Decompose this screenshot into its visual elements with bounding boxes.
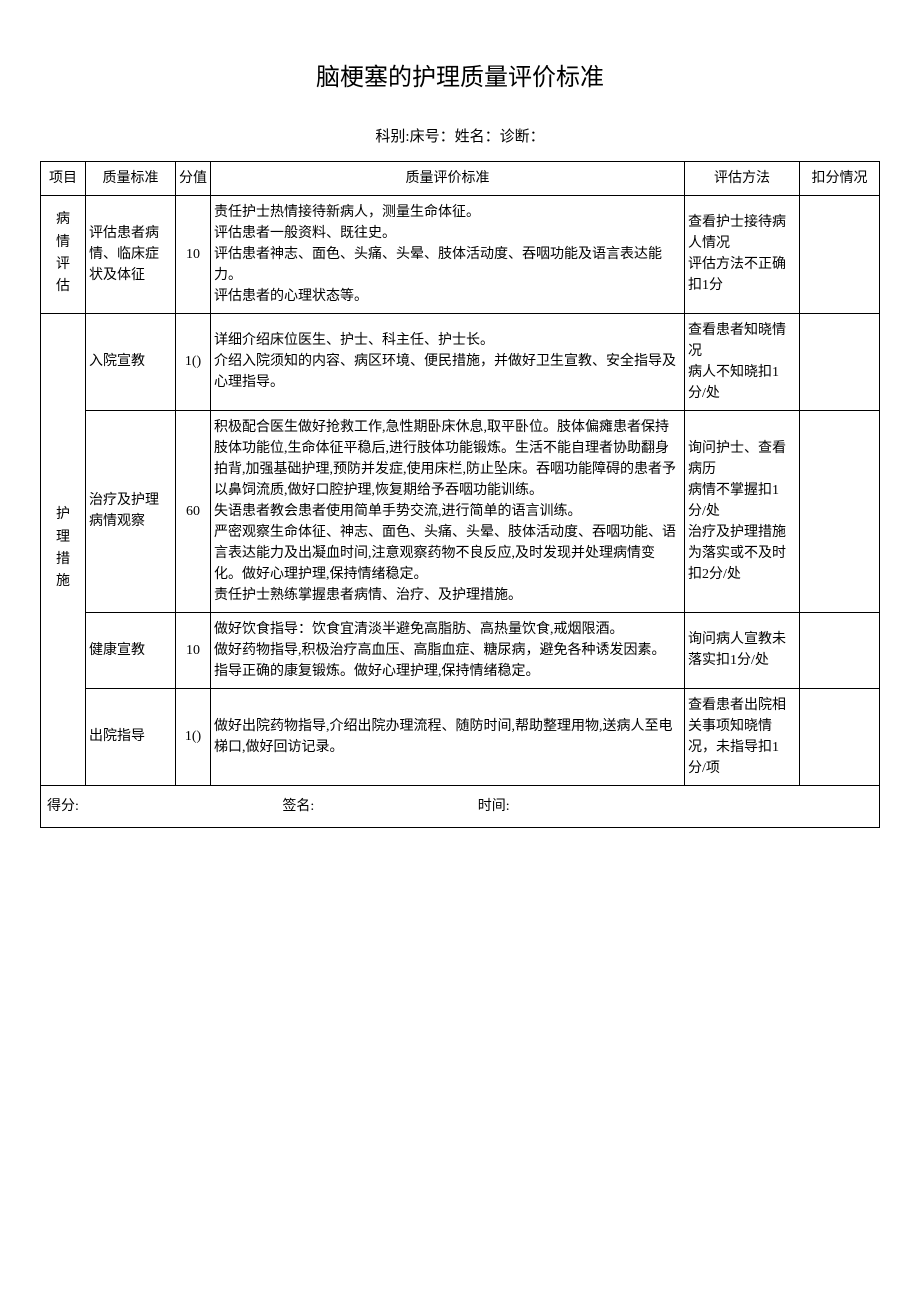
table-header-row: 项目 质量标准 分值 质量评价标准 评估方法 扣分情况 bbox=[41, 161, 880, 195]
score-cell: 1() bbox=[176, 688, 211, 785]
standard-cell: 评估患者病情、临床症状及体征 bbox=[86, 195, 176, 313]
deduction-cell bbox=[800, 313, 880, 410]
criteria-cell: 详细介绍床位医生、护士、科主任、护士长。介绍入院须知的内容、病区环境、便民措施，… bbox=[211, 313, 685, 410]
category-cell: 病情评估 bbox=[41, 195, 86, 313]
evaluation-table: 项目 质量标准 分值 质量评价标准 评估方法 扣分情况 病情评估 评估患者病情、… bbox=[40, 161, 880, 828]
table-row: 出院指导 1() 做好出院药物指导,介绍出院办理流程、随防时间,帮助整理用物,送… bbox=[41, 688, 880, 785]
footer-cell: 得分: 签名: 时间: bbox=[41, 785, 880, 827]
score-label: 得分: bbox=[47, 796, 79, 817]
standard-cell: 出院指导 bbox=[86, 688, 176, 785]
criteria-cell: 积极配合医生做好抢救工作,急性期卧床休息,取平卧位。肢体偏瘫患者保持肢体功能位,… bbox=[211, 410, 685, 612]
score-cell: 10 bbox=[176, 612, 211, 688]
standard-cell: 治疗及护理病情观察 bbox=[86, 410, 176, 612]
category-cell: 护理措施 bbox=[41, 313, 86, 785]
method-cell: 询问护士、查看病历病情不掌握扣1分/处治疗及护理措施为落实或不及时扣2分/处 bbox=[685, 410, 800, 612]
footer-row: 得分: 签名: 时间: bbox=[41, 785, 880, 827]
method-cell: 查看患者出院相关事项知晓情况，未指导扣1分/项 bbox=[685, 688, 800, 785]
score-cell: 10 bbox=[176, 195, 211, 313]
deduction-cell bbox=[800, 195, 880, 313]
criteria-cell: 做好饮食指导：饮食宜清淡半避免高脂肪、高热量饮食,戒烟限酒。做好药物指导,积极治… bbox=[211, 612, 685, 688]
deduction-cell bbox=[800, 410, 880, 612]
score-cell: 60 bbox=[176, 410, 211, 612]
standard-cell: 入院宣教 bbox=[86, 313, 176, 410]
standard-cell: 健康宣教 bbox=[86, 612, 176, 688]
criteria-cell: 责任护士热情接待新病人，测量生命体征。评估患者一般资料、既往史。评估患者神志、面… bbox=[211, 195, 685, 313]
deduction-cell bbox=[800, 688, 880, 785]
method-cell: 查看患者知晓情况病人不知晓扣1分/处 bbox=[685, 313, 800, 410]
method-cell: 查看护士接待病人情况评估方法不正确扣1分 bbox=[685, 195, 800, 313]
time-label: 时间: bbox=[478, 796, 510, 817]
header-category: 项目 bbox=[41, 161, 86, 195]
method-cell: 询问病人宣教未落实扣1分/处 bbox=[685, 612, 800, 688]
signature-label: 签名: bbox=[282, 796, 314, 817]
deduction-cell bbox=[800, 612, 880, 688]
table-row: 治疗及护理病情观察 60 积极配合医生做好抢救工作,急性期卧床休息,取平卧位。肢… bbox=[41, 410, 880, 612]
table-row: 健康宣教 10 做好饮食指导：饮食宜清淡半避免高脂肪、高热量饮食,戒烟限酒。做好… bbox=[41, 612, 880, 688]
header-method: 评估方法 bbox=[685, 161, 800, 195]
subtitle: 科别:床号：姓名：诊断： bbox=[40, 126, 880, 149]
header-standard: 质量标准 bbox=[86, 161, 176, 195]
header-score: 分值 bbox=[176, 161, 211, 195]
header-deduction: 扣分情况 bbox=[800, 161, 880, 195]
score-cell: 1() bbox=[176, 313, 211, 410]
criteria-cell: 做好出院药物指导,介绍出院办理流程、随防时间,帮助整理用物,送病人至电梯口,做好… bbox=[211, 688, 685, 785]
header-criteria: 质量评价标准 bbox=[211, 161, 685, 195]
table-row: 病情评估 评估患者病情、临床症状及体征 10 责任护士热情接待新病人，测量生命体… bbox=[41, 195, 880, 313]
table-row: 护理措施 入院宣教 1() 详细介绍床位医生、护士、科主任、护士长。介绍入院须知… bbox=[41, 313, 880, 410]
page-title: 脑梗塞的护理质量评价标准 bbox=[40, 60, 880, 96]
